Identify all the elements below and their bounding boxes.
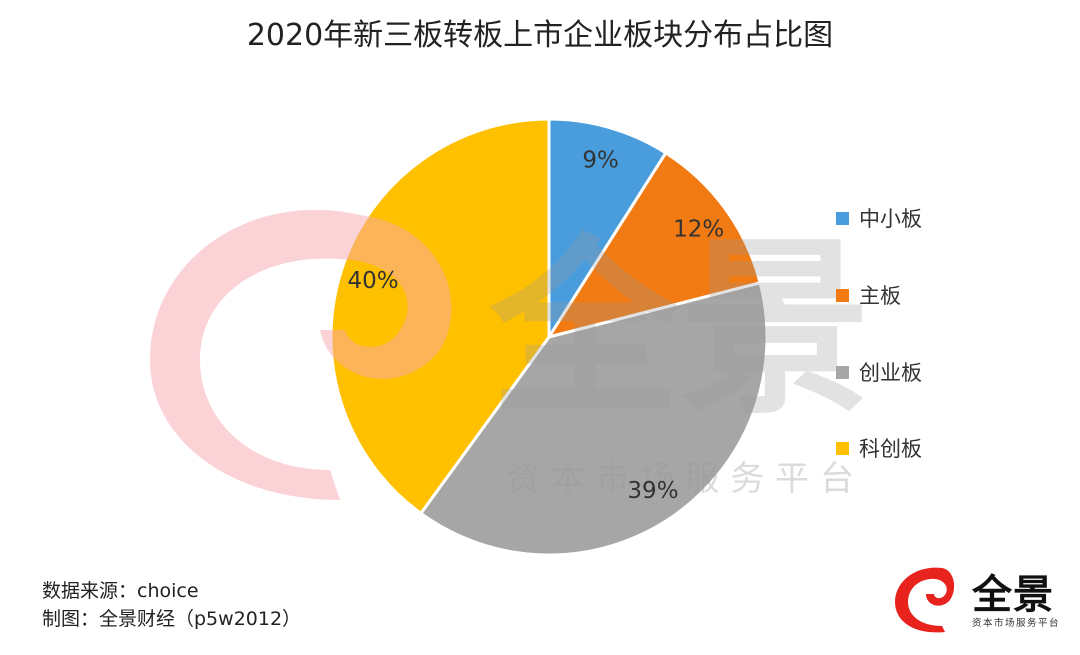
data-label-4: 40% [347, 268, 398, 294]
pie-slice-2 [545, 150, 762, 340]
watermark-tagline: 资 本 市 场 服 务 平 台 [506, 459, 854, 499]
legend-label: 中小板 [859, 207, 922, 231]
legend-item-4: 科创板 [836, 433, 922, 463]
chart-title: 2020年新三板转板上市企业板块分布占比图 [246, 18, 834, 53]
legend-item-2: 主板 [836, 280, 901, 310]
legend-item-1: 中小板 [836, 203, 922, 233]
legend-label: 主板 [859, 284, 901, 308]
data-label-2: 12% [673, 216, 724, 242]
legend-item-3: 创业板 [836, 357, 922, 387]
legend-label: 创业板 [859, 361, 922, 385]
watermark-name: 全景 [489, 219, 870, 440]
data-label-1: 9% [582, 147, 619, 173]
legend-swatch [836, 288, 849, 302]
data-label-3: 39% [627, 478, 678, 504]
logo-name: 全景 [972, 572, 1054, 618]
logo-tagline: 资本市场服务平台 [972, 618, 1061, 629]
legend-label: 科创板 [859, 437, 922, 461]
legend-swatch [836, 365, 849, 379]
legend-swatch [836, 211, 849, 225]
watermark: 全景 资 本 市 场 服 务 平 台 [150, 209, 870, 500]
legend-swatch [836, 441, 849, 455]
made-by-note: 制图：全景财经（p5w2012） [42, 608, 302, 630]
source-note: 数据来源：choice [42, 580, 199, 602]
watermark-swirl [150, 209, 452, 500]
pie-slice-3 [418, 280, 769, 557]
logo-swirl-icon [895, 567, 955, 633]
pie-slice-1 [547, 117, 668, 343]
